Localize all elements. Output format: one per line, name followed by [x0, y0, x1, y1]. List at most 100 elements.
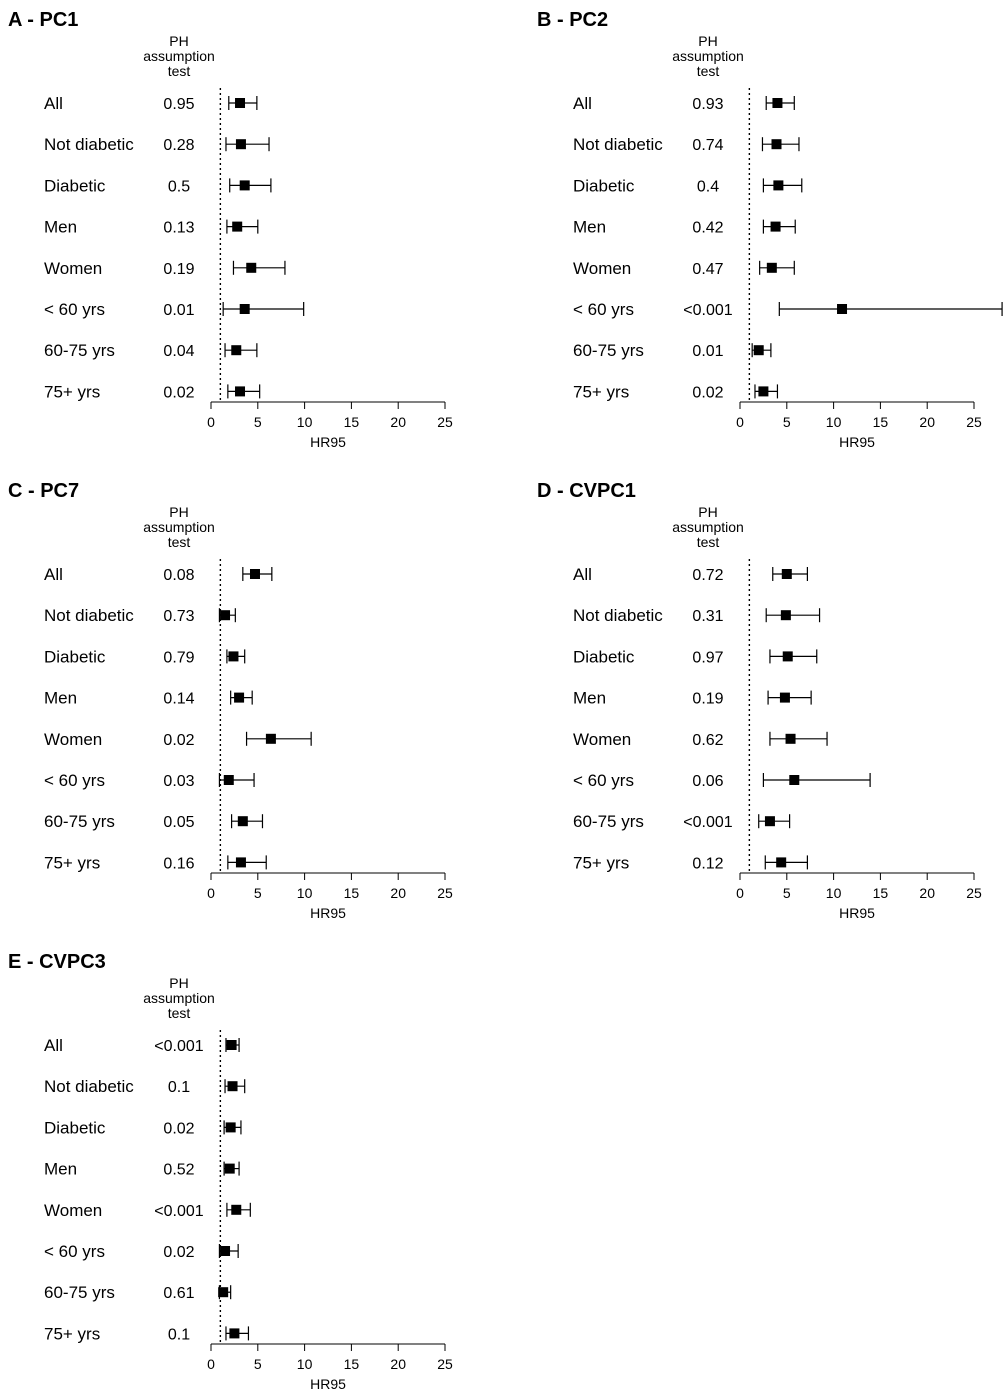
- pval-column-header: PH: [169, 975, 188, 991]
- hr-point-estimate: [231, 1204, 242, 1215]
- row-label: All: [573, 565, 592, 584]
- row-label: < 60 yrs: [573, 300, 634, 319]
- row-label: Diabetic: [573, 647, 635, 666]
- x-tick-label: 0: [207, 414, 215, 430]
- ph-pvalue: 0.01: [692, 343, 723, 360]
- row-label: Women: [44, 1201, 102, 1220]
- x-tick-label: 0: [207, 1356, 215, 1372]
- x-tick-label: 20: [919, 414, 935, 430]
- hr-point-estimate: [771, 139, 782, 150]
- pval-column-header: test: [697, 534, 720, 550]
- x-tick-label: 10: [826, 414, 842, 430]
- row-label: 75+ yrs: [44, 853, 100, 872]
- row-label: All: [573, 94, 592, 113]
- ph-pvalue: 0.4: [697, 178, 719, 195]
- hr-point-estimate: [780, 610, 791, 621]
- hr-point-estimate: [220, 1246, 231, 1256]
- pval-column-header: PH: [698, 504, 717, 520]
- row-label: < 60 yrs: [44, 300, 105, 319]
- row-label: Men: [44, 1160, 77, 1179]
- row-label: All: [44, 1036, 63, 1055]
- ph-pvalue: 0.16: [163, 855, 194, 872]
- ph-pvalue: 0.97: [692, 649, 723, 666]
- x-tick-label: 15: [344, 885, 360, 901]
- row-label: Men: [44, 689, 77, 708]
- hr-point-estimate: [235, 98, 246, 108]
- ph-pvalue: 0.28: [163, 137, 194, 154]
- x-axis-label: HR95: [310, 434, 346, 450]
- pval-column-header: assumption: [672, 48, 744, 64]
- x-tick-label: 25: [966, 414, 982, 430]
- row-label: Men: [44, 218, 77, 237]
- row-label: All: [44, 94, 63, 113]
- ph-pvalue: 0.01: [163, 302, 194, 319]
- row-label: Women: [44, 730, 102, 749]
- hr-point-estimate: [239, 304, 250, 314]
- x-axis-label: HR95: [310, 905, 346, 921]
- pval-column-header: PH: [169, 504, 188, 520]
- pval-column-header: assumption: [143, 519, 215, 535]
- pval-column-header: test: [697, 63, 720, 79]
- ph-pvalue: 0.02: [163, 1244, 194, 1261]
- x-tick-label: 15: [873, 885, 889, 901]
- ph-pvalue: 0.02: [163, 732, 194, 749]
- hr-point-estimate: [776, 857, 787, 868]
- ph-pvalue: 0.1: [168, 1326, 190, 1343]
- ph-pvalue: 0.5: [168, 178, 190, 195]
- x-tick-label: 10: [297, 414, 313, 430]
- row-label: 60-75 yrs: [573, 812, 644, 831]
- hr-point-estimate: [837, 304, 848, 314]
- hr-point-estimate: [227, 1081, 238, 1092]
- ph-pvalue: 0.95: [163, 96, 194, 113]
- panel-title: B - PC2: [537, 9, 608, 31]
- ph-pvalue: 0.14: [163, 691, 194, 708]
- hr-point-estimate: [229, 1328, 240, 1339]
- ph-pvalue: 0.19: [692, 691, 723, 708]
- x-tick-label: 5: [254, 1356, 262, 1372]
- row-label: Women: [44, 259, 102, 278]
- x-tick-label: 25: [437, 885, 453, 901]
- hr-point-estimate: [228, 651, 239, 662]
- ph-pvalue: 0.05: [163, 814, 194, 831]
- row-label: Not diabetic: [44, 135, 134, 154]
- hr-point-estimate: [789, 775, 800, 785]
- hr-point-estimate: [223, 775, 234, 785]
- row-label: 75+ yrs: [573, 382, 629, 401]
- hr-point-estimate: [770, 221, 781, 232]
- row-label: Women: [573, 259, 631, 278]
- x-tick-label: 5: [254, 414, 262, 430]
- ph-pvalue: 0.12: [692, 855, 723, 872]
- x-tick-label: 5: [254, 885, 262, 901]
- hr-point-estimate: [779, 692, 790, 703]
- ph-pvalue: 0.62: [692, 732, 723, 749]
- ph-pvalue: <0.001: [683, 814, 732, 831]
- x-tick-label: 20: [390, 885, 406, 901]
- ph-pvalue: 0.03: [163, 773, 194, 790]
- x-tick-label: 0: [736, 414, 744, 430]
- ph-pvalue: 0.02: [163, 1120, 194, 1137]
- x-tick-label: 10: [297, 1356, 313, 1372]
- pval-column-header: test: [168, 534, 191, 550]
- ph-pvalue: 0.02: [163, 384, 194, 401]
- x-tick-label: 15: [873, 414, 889, 430]
- row-label: 75+ yrs: [44, 1324, 100, 1343]
- hr-point-estimate: [226, 1040, 237, 1050]
- hr-point-estimate: [234, 692, 245, 703]
- row-label: < 60 yrs: [44, 771, 105, 790]
- x-tick-label: 20: [390, 1356, 406, 1372]
- hr-point-estimate: [239, 180, 250, 191]
- hr-point-estimate: [773, 180, 784, 191]
- ph-pvalue: 0.52: [163, 1162, 194, 1179]
- hr-point-estimate: [766, 262, 777, 273]
- ph-pvalue: 0.04: [163, 343, 194, 360]
- pval-column-header: PH: [169, 33, 188, 49]
- ph-pvalue: 0.42: [692, 220, 723, 237]
- hr-point-estimate: [246, 262, 257, 273]
- x-tick-label: 5: [783, 885, 791, 901]
- x-axis-label: HR95: [839, 434, 875, 450]
- row-label: Diabetic: [44, 1118, 106, 1137]
